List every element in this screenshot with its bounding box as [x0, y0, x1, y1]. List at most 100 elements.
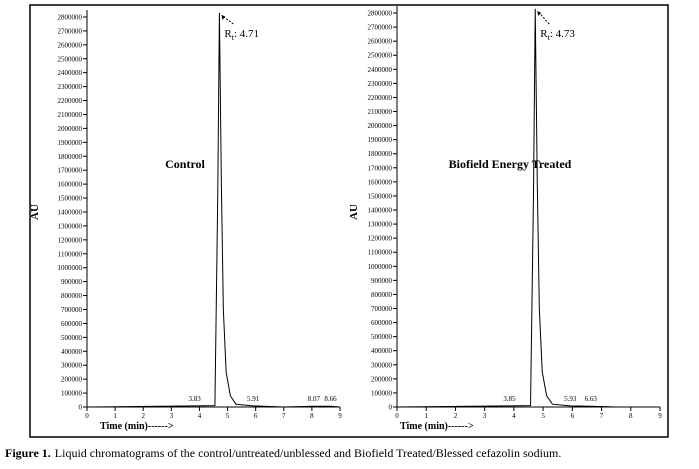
- peak-label: 8.07: [308, 395, 321, 403]
- retention-symbol: R: [224, 28, 232, 40]
- x-tick-label: 2: [454, 412, 458, 420]
- retention-label: Rt: 4.73: [540, 28, 575, 42]
- y-tick-label: 1200000: [368, 235, 393, 243]
- retention-subscript: t: [232, 33, 235, 42]
- x-axis-label: Time (min)------>: [400, 421, 474, 432]
- y-tick-label: 100000: [61, 390, 83, 398]
- y-tick-label: 500000: [61, 334, 83, 342]
- x-tick-label: 4: [512, 412, 516, 420]
- y-tick-label: 200000: [371, 375, 393, 383]
- x-tick-label: 0: [395, 412, 399, 420]
- y-tick-label: 1500000: [368, 192, 393, 200]
- y-tick-label: 1100000: [368, 249, 393, 257]
- x-tick-label: 0: [85, 412, 89, 420]
- y-tick-label: 300000: [371, 361, 393, 369]
- y-tick-label: 2100000: [368, 108, 393, 116]
- peak-label: 3.83: [189, 395, 202, 403]
- arrow-head: [221, 14, 226, 20]
- y-tick-label: 1100000: [58, 250, 83, 258]
- y-tick-label: 1500000: [58, 195, 83, 203]
- y-tick-label: 2200000: [58, 97, 83, 105]
- y-tick-label: 1300000: [368, 221, 393, 229]
- y-tick-label: 600000: [371, 319, 393, 327]
- caption-text: Liquid chromatograms of the control/untr…: [54, 446, 562, 460]
- y-tick-label: 800000: [61, 292, 83, 300]
- x-tick-label: 1: [424, 412, 428, 420]
- x-tick-label: 8: [629, 412, 633, 420]
- x-tick-label: 7: [600, 412, 604, 420]
- x-tick-label: 4: [198, 412, 202, 420]
- peak-label: 5.93: [564, 395, 577, 403]
- x-tick-label: 3: [170, 412, 174, 420]
- x-tick-label: 1: [113, 412, 117, 420]
- y-tick-label: 2400000: [58, 69, 83, 77]
- y-tick-label: 1600000: [58, 181, 83, 189]
- y-tick-label: 500000: [371, 333, 393, 341]
- y-tick-label: 2200000: [368, 94, 393, 102]
- y-tick-label: 1700000: [368, 164, 393, 172]
- peak-label: 3.85: [503, 395, 516, 403]
- y-tick-label: 400000: [371, 347, 393, 355]
- y-tick-label: 1300000: [58, 222, 83, 230]
- y-tick-label: 1800000: [58, 153, 83, 161]
- arrow-shaft: [537, 11, 550, 25]
- x-tick-label: 8: [310, 412, 314, 420]
- y-tick-label: 2000000: [58, 125, 83, 133]
- y-tick-label: 1800000: [368, 150, 393, 158]
- y-tick-label: 0: [79, 404, 83, 412]
- y-axis-label: AU: [348, 204, 360, 220]
- caption: Figure 1. Liquid chromatograms of the con…: [5, 446, 561, 461]
- y-tick-label: 2800000: [368, 10, 393, 18]
- y-tick-label: 2800000: [58, 13, 83, 21]
- y-tick-label: 1400000: [368, 207, 393, 215]
- y-tick-label: 2500000: [368, 52, 393, 60]
- caption-label: Figure 1.: [5, 446, 51, 460]
- peak-label: 6.63: [585, 395, 598, 403]
- panel-label: Biofield Energy Treated: [449, 157, 572, 171]
- y-tick-label: 2700000: [368, 24, 393, 32]
- y-axis-label: AU: [29, 204, 41, 220]
- y-tick-label: 1600000: [368, 178, 393, 186]
- y-tick-label: 2700000: [58, 27, 83, 35]
- x-tick-label: 3: [483, 412, 487, 420]
- y-tick-label: 800000: [371, 291, 393, 299]
- y-tick-label: 2300000: [368, 80, 393, 88]
- retention-label: Rt: 4.71: [224, 28, 259, 42]
- retention-subscript: t: [548, 33, 551, 42]
- y-tick-label: 2600000: [368, 38, 393, 46]
- x-tick-label: 7: [282, 412, 286, 420]
- y-tick-label: 100000: [371, 389, 393, 397]
- chart-figure: 0100000200000300000400000500000600000700…: [29, 4, 669, 438]
- x-tick-label: 2: [141, 412, 145, 420]
- frame: [29, 4, 669, 438]
- y-tick-label: 1000000: [368, 263, 393, 271]
- y-tick-label: 900000: [61, 278, 83, 286]
- x-tick-label: 9: [658, 412, 662, 420]
- y-tick-label: 2600000: [58, 41, 83, 49]
- y-tick-label: 1900000: [58, 139, 83, 147]
- y-tick-label: 300000: [61, 362, 83, 370]
- y-tick-label: 400000: [61, 348, 83, 356]
- y-tick-label: 2300000: [58, 83, 83, 91]
- retention-value: : 4.71: [234, 28, 259, 40]
- y-tick-label: 1400000: [58, 208, 83, 216]
- y-tick-label: 700000: [61, 306, 83, 314]
- y-tick-label: 1000000: [58, 264, 83, 272]
- y-tick-label: 2500000: [58, 55, 83, 63]
- y-tick-label: 1200000: [58, 236, 83, 244]
- retention-symbol: R: [540, 28, 548, 40]
- chromatogram-line: [396, 8, 660, 408]
- x-tick-label: 6: [254, 412, 258, 420]
- y-tick-label: 200000: [61, 376, 83, 384]
- retention-value: : 4.73: [550, 28, 576, 40]
- peak-label: 8.66: [324, 395, 337, 403]
- y-tick-label: 2100000: [58, 111, 83, 119]
- x-tick-label: 6: [571, 412, 575, 420]
- y-tick-label: 0: [389, 404, 393, 412]
- y-tick-label: 700000: [371, 305, 393, 313]
- y-tick-label: 900000: [371, 277, 393, 285]
- y-tick-label: 2000000: [368, 122, 393, 130]
- x-tick-label: 5: [541, 412, 545, 420]
- y-tick-label: 1700000: [58, 167, 83, 175]
- x-tick-label: 5: [226, 412, 230, 420]
